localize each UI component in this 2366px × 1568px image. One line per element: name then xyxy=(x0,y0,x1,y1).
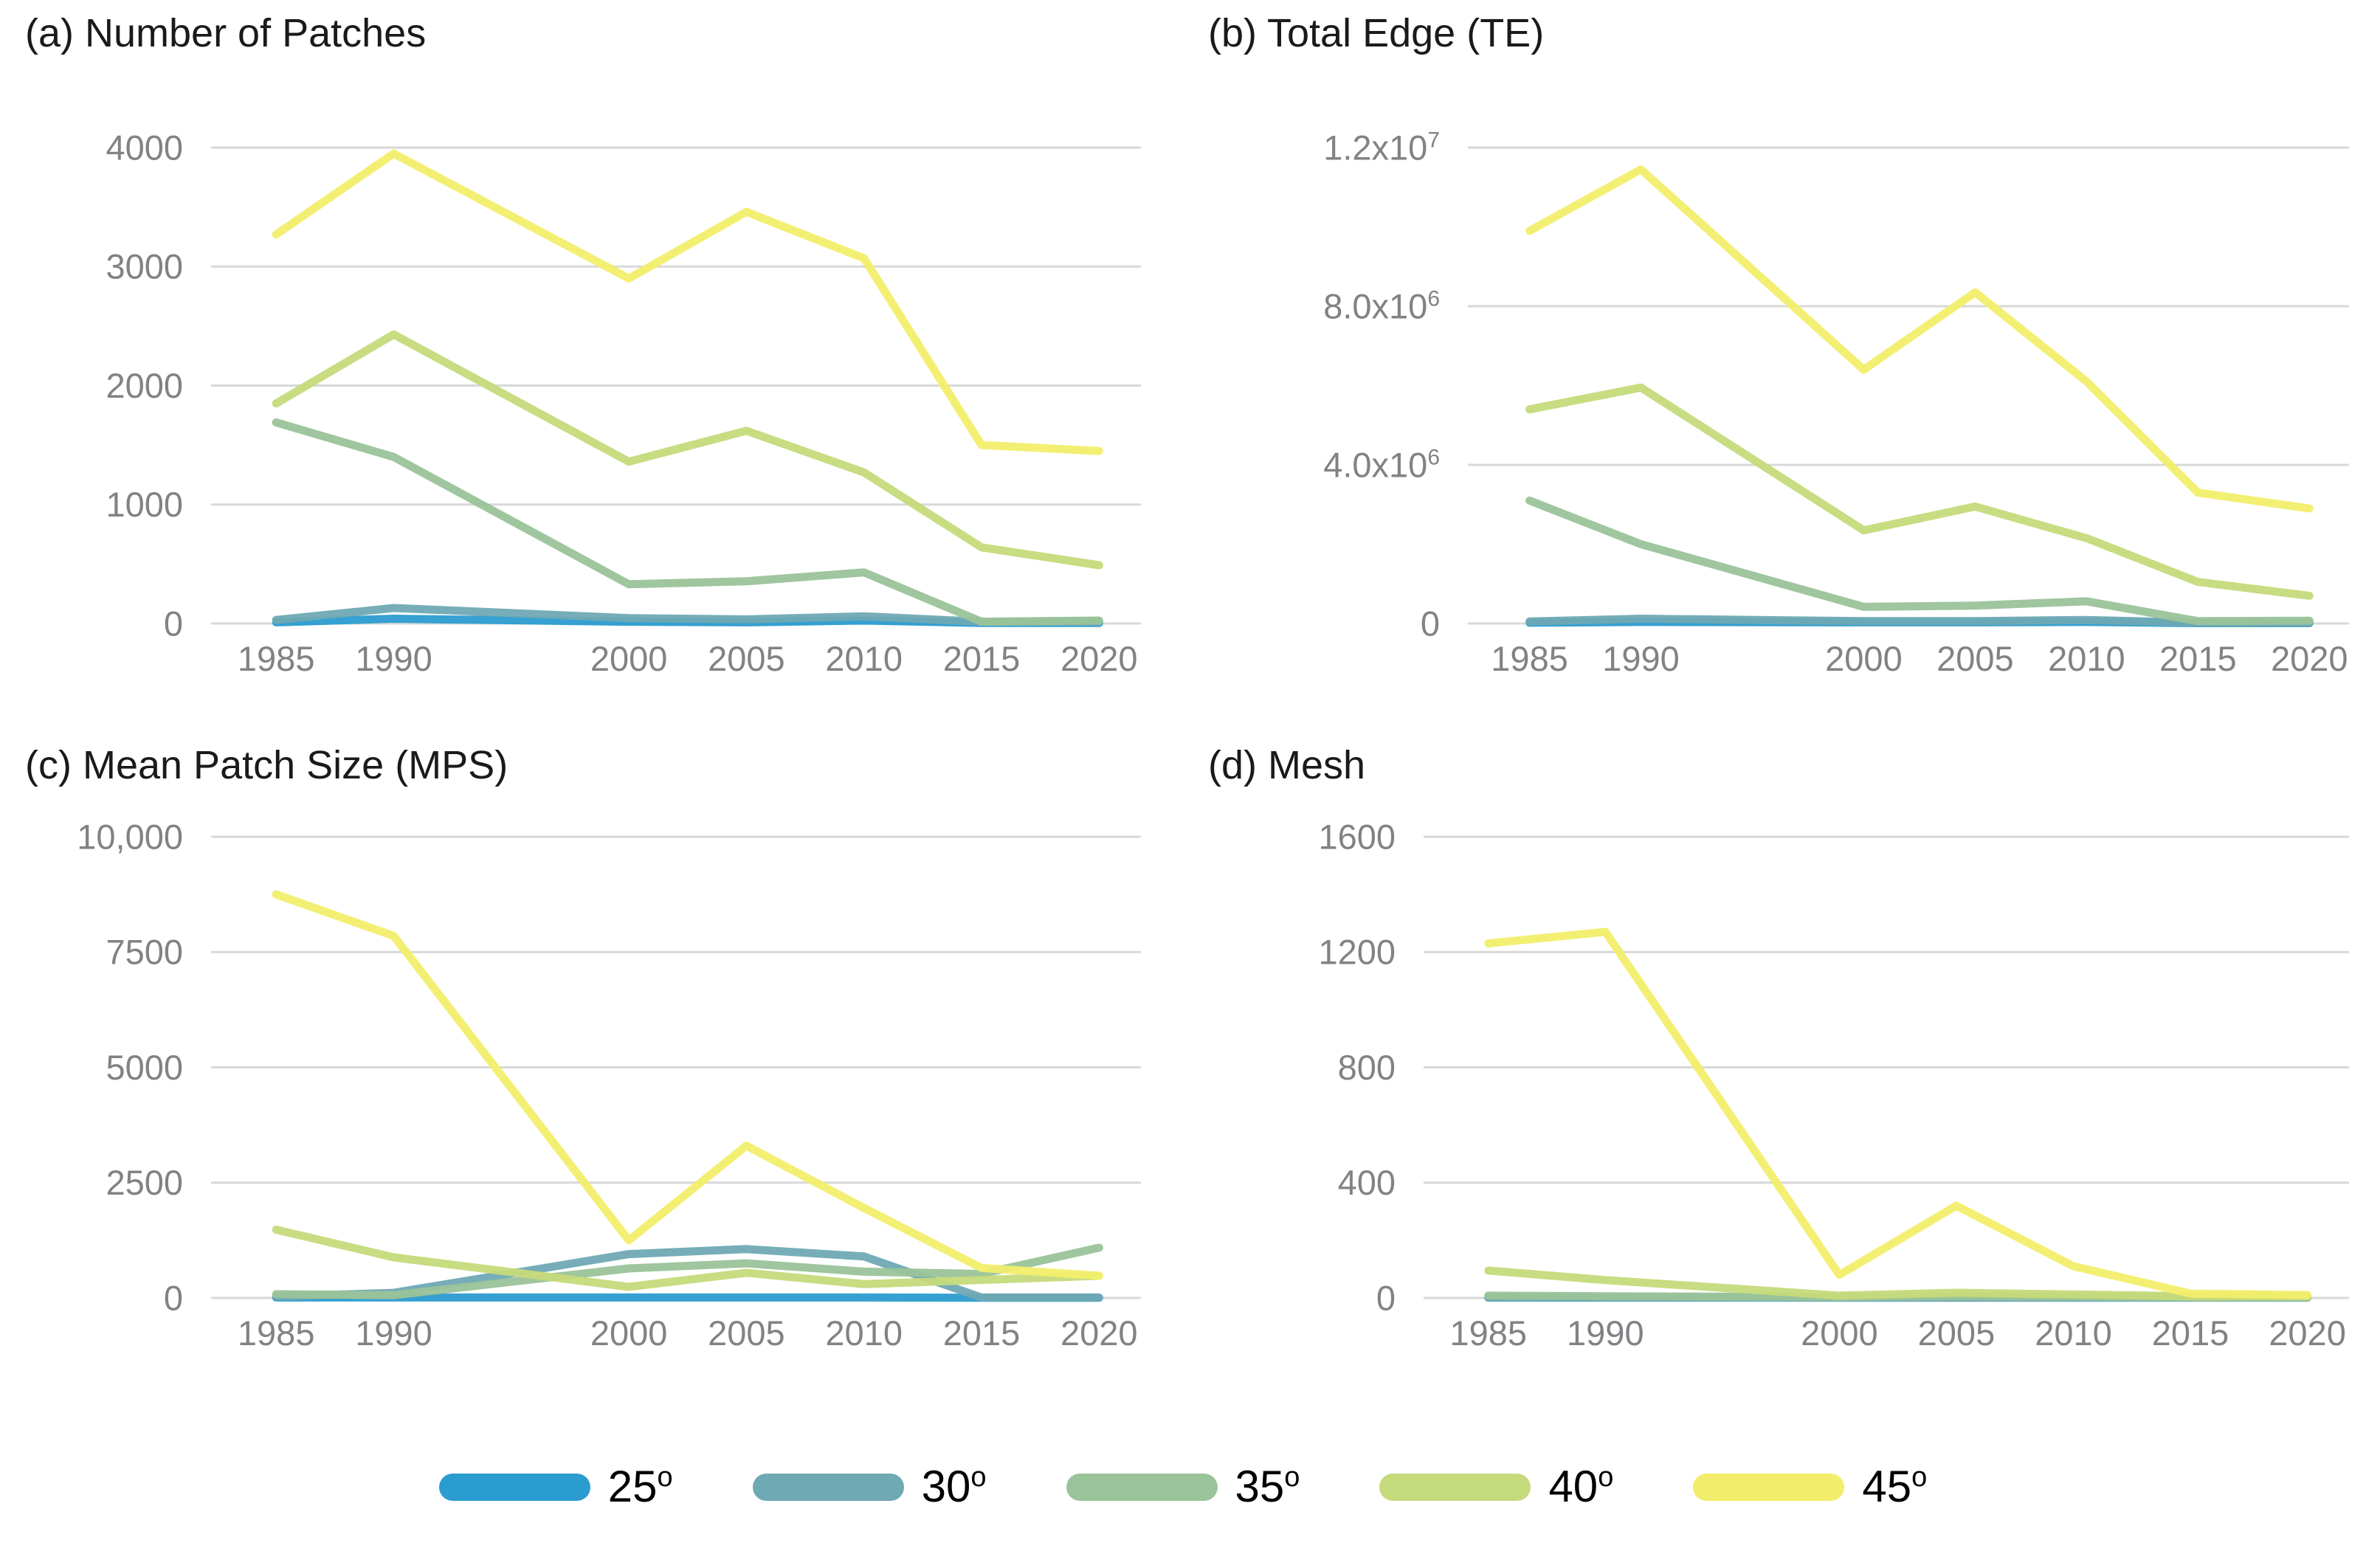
legend-label: 30o xyxy=(921,1462,987,1511)
x-tick-label: 2020 xyxy=(2269,1313,2346,1353)
chart-panel-d: (d) Mesh 0 400 800 1200 1600 1985 1990 2000 2005… xyxy=(1183,732,2366,1367)
y-tick-label: 400 xyxy=(1338,1163,1396,1202)
x-tick-label: 2005 xyxy=(708,1313,785,1353)
x-tick-label: 1990 xyxy=(355,1313,432,1353)
x-tick-label: 2015 xyxy=(2159,639,2237,678)
series-line-45deg xyxy=(272,149,1103,455)
legend-swatch-45deg xyxy=(1693,1473,1845,1501)
y-tick-label: 4.0x106 xyxy=(1323,446,1440,485)
chart-plot-a: 0 1000 2000 3000 4000 1985 1990 2000 2005 2010 201… xyxy=(106,128,1141,678)
x-tick-label: 2005 xyxy=(1918,1313,1996,1353)
series-line-35deg xyxy=(272,1243,1103,1299)
y-tick-label: 1.2x107 xyxy=(1323,128,1440,167)
y-tick-label: 0 xyxy=(1376,1279,1396,1318)
x-tick-label: 2020 xyxy=(2271,639,2348,678)
y-tick-label: 10,000 xyxy=(77,818,183,857)
y-tick-label: 0 xyxy=(1421,604,1440,643)
chart-panel-a: (a) Number of Patches 0 1000 2000 3000 4000 1… xyxy=(0,0,1183,702)
x-tick-label: 1985 xyxy=(238,639,315,678)
y-tick-label: 3000 xyxy=(106,247,183,286)
x-tick-label: 1990 xyxy=(1602,639,1680,678)
y-tick-label: 1000 xyxy=(106,485,183,524)
series-line-35deg xyxy=(272,418,1103,626)
legend-item-35deg: 35o xyxy=(1066,1462,1300,1511)
x-tick-label: 2015 xyxy=(943,1313,1021,1353)
x-tick-label: 2000 xyxy=(1801,1313,1878,1353)
x-tick-label: 2005 xyxy=(708,639,785,678)
x-tick-label: 2000 xyxy=(1825,639,1903,678)
series-line-40deg xyxy=(1525,383,2314,600)
y-tick-label: 2000 xyxy=(106,366,183,405)
legend-swatch-35deg xyxy=(1066,1473,1218,1501)
legend-label: 35o xyxy=(1235,1462,1300,1511)
series-line-45deg xyxy=(1525,165,2314,513)
y-tick-label: 8.0x106 xyxy=(1323,287,1440,326)
series-line-35deg xyxy=(1525,496,2314,626)
chart-title-b: (b) Total Edge (TE) xyxy=(1208,11,1545,55)
series-line-45deg xyxy=(1484,928,2312,1299)
legend-item-25deg: 25o xyxy=(438,1462,673,1511)
x-tick-label: 1985 xyxy=(1491,639,1568,678)
legend-swatch-40deg xyxy=(1379,1473,1531,1501)
chart-panel-c: (c) Mean Patch Size (MPS) 0 2500 5000 7500 1… xyxy=(0,732,1183,1367)
chart-plot-b: 0 4.0x106 8.0x106 1.2x107 1985 1990 2000 2005 20… xyxy=(1323,128,2349,678)
x-tick-label: 2000 xyxy=(590,639,668,678)
chart-plot-c: 0 2500 5000 7500 10,000 1985 1990 2000 2005 2010 2… xyxy=(77,818,1141,1353)
legend-item-45deg: 45o xyxy=(1693,1462,1928,1511)
legend-label: 25o xyxy=(607,1462,673,1511)
legend-item-40deg: 40o xyxy=(1379,1462,1614,1511)
y-tick-label: 4000 xyxy=(106,128,183,167)
x-tick-label: 2010 xyxy=(825,1313,903,1353)
x-tick-label: 2020 xyxy=(1060,639,1138,678)
series-line-40deg xyxy=(272,1226,1103,1291)
y-tick-label: 2500 xyxy=(106,1163,183,1202)
x-tick-label: 2015 xyxy=(943,639,1021,678)
legend-label: 40o xyxy=(1548,1462,1614,1511)
legend-item-30deg: 30o xyxy=(752,1462,987,1511)
y-tick-label: 800 xyxy=(1338,1048,1396,1087)
charts-grid: (a) Number of Patches 0 1000 2000 3000 4000 1… xyxy=(0,0,2366,1367)
x-tick-label: 1985 xyxy=(238,1313,315,1353)
x-tick-label: 2010 xyxy=(2035,1313,2112,1353)
x-tick-label: 2000 xyxy=(590,1313,668,1353)
legend: 25o 30o 35o 40o 45o xyxy=(0,1462,2366,1511)
series-line-40deg xyxy=(272,330,1103,570)
x-tick-label: 1985 xyxy=(1449,1313,1527,1353)
legend-swatch-25deg xyxy=(438,1473,590,1501)
x-tick-label: 2015 xyxy=(2152,1313,2229,1353)
y-tick-label: 0 xyxy=(164,1279,183,1318)
y-tick-label: 1600 xyxy=(1318,818,1396,857)
y-tick-label: 7500 xyxy=(106,933,183,972)
y-tick-label: 0 xyxy=(164,604,183,643)
legend-label: 45o xyxy=(1862,1462,1928,1511)
x-tick-label: 1990 xyxy=(355,639,432,678)
legend-swatch-30deg xyxy=(752,1473,904,1501)
chart-plot-d: 0 400 800 1200 1600 1985 1990 2000 2005 2010 2015 2… xyxy=(1318,818,2349,1353)
series-line-45deg xyxy=(272,890,1103,1280)
chart-title-c: (c) Mean Patch Size (MPS) xyxy=(25,743,508,788)
y-tick-label: 5000 xyxy=(106,1048,183,1087)
x-tick-label: 1990 xyxy=(1567,1313,1644,1353)
chart-title-a: (a) Number of Patches xyxy=(25,11,427,55)
chart-title-d: (d) Mesh xyxy=(1208,743,1366,788)
x-tick-label: 2005 xyxy=(1936,639,2014,678)
x-tick-label: 2010 xyxy=(825,639,903,678)
x-tick-label: 2020 xyxy=(1060,1313,1138,1353)
x-tick-label: 2010 xyxy=(2048,639,2125,678)
y-tick-label: 1200 xyxy=(1318,933,1396,972)
chart-panel-b: (b) Total Edge (TE) 0 4.0x106 8.0x106 1.2x1… xyxy=(1183,0,2366,702)
